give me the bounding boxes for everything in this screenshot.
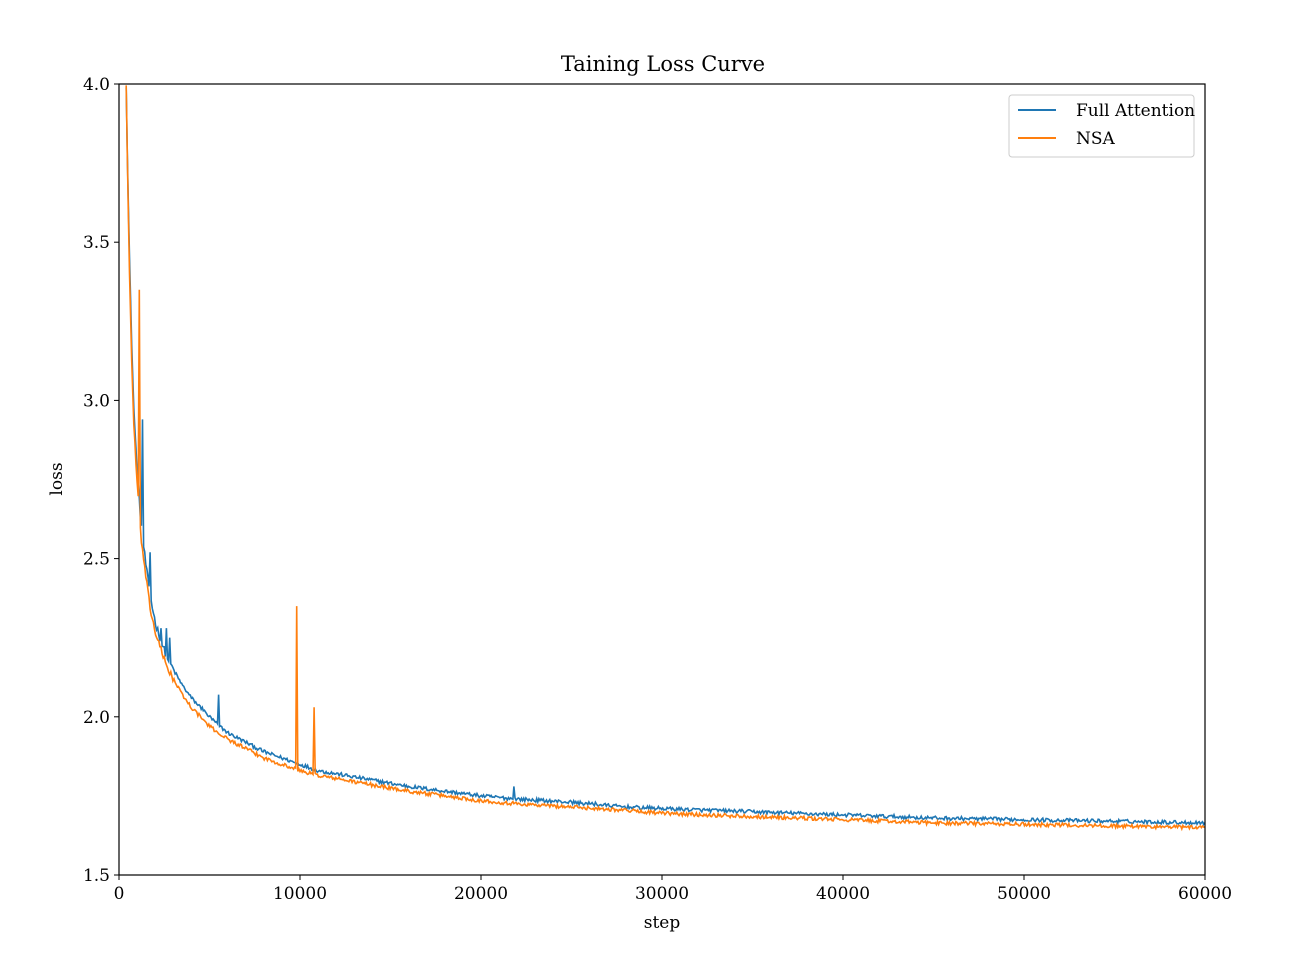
series-line-full-attention bbox=[125, 87, 1205, 827]
legend-label-full-attention: Full Attention bbox=[1076, 101, 1195, 121]
legend-label-nsa: NSA bbox=[1076, 129, 1116, 149]
x-tick-label: 20000 bbox=[454, 884, 508, 904]
y-tick-label: 3.0 bbox=[83, 391, 110, 411]
x-tick-label: 60000 bbox=[1178, 884, 1232, 904]
plot-frame bbox=[118, 83, 1206, 876]
x-axis: 0 10000 20000 30000 40000 50000 60000 bbox=[114, 875, 1232, 904]
x-axis-label: step bbox=[644, 913, 681, 933]
y-tick-label: 2.0 bbox=[83, 708, 110, 728]
x-tick-label: 0 bbox=[114, 884, 125, 904]
x-tick-label: 30000 bbox=[635, 884, 689, 904]
x-tick-label: 10000 bbox=[273, 884, 327, 904]
legend: Full Attention NSA bbox=[1008, 94, 1195, 158]
x-tick-label: 40000 bbox=[816, 884, 870, 904]
y-tick-label: 4.0 bbox=[83, 75, 110, 95]
y-tick-label: 1.5 bbox=[83, 866, 110, 886]
y-tick-label: 3.5 bbox=[83, 233, 110, 253]
x-tick-label: 50000 bbox=[997, 884, 1051, 904]
plot-area bbox=[118, 83, 1206, 876]
y-axis: 1.5 2.0 2.5 3.0 3.5 4.0 bbox=[83, 75, 119, 886]
series-line-nsa bbox=[125, 85, 1205, 832]
y-tick-label: 2.5 bbox=[83, 550, 110, 570]
chart-title: Taining Loss Curve bbox=[561, 52, 765, 76]
series-layer bbox=[125, 85, 1205, 832]
y-axis-label: loss bbox=[47, 462, 67, 495]
